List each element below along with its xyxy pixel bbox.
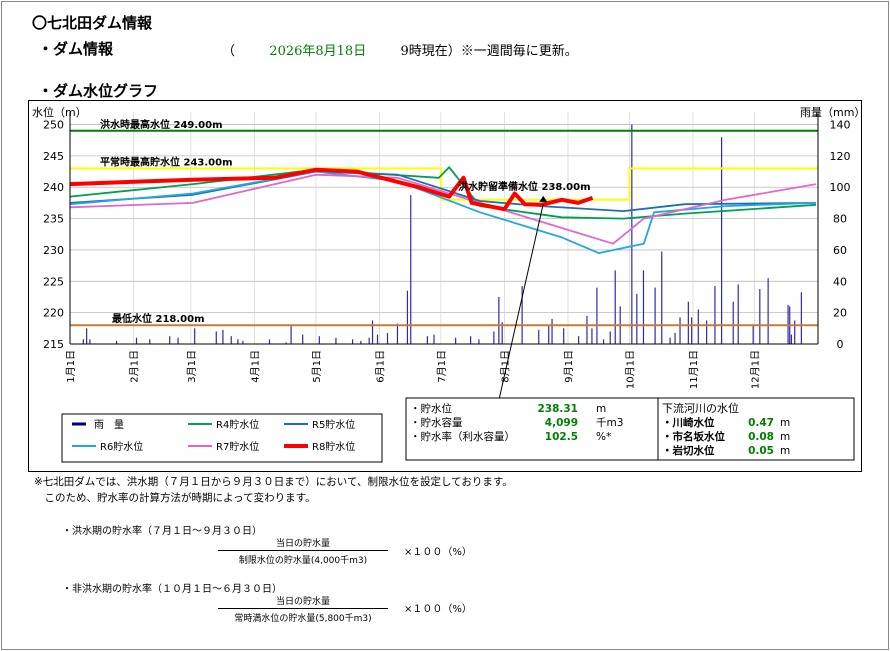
river-label: ・川崎水位 [662,416,715,429]
nonflood-fraction: 当日の貯水量 常時満水位の貯水量(5,800千m3) [218,594,388,624]
y-right-tick: 140 [830,119,851,132]
x-tick: 10月1日 [624,350,636,389]
series-line [69,167,594,212]
status-unit: 千m3 [596,417,623,429]
nonflood-denominator: 常時満水位の貯水量(5,800千m3) [218,608,388,624]
x-tick: 1月1日 [65,350,77,383]
y-right-tick: 0 [837,338,844,351]
river-unit: m [780,417,790,429]
river-unit: m [780,445,790,457]
x-tick: 3月1日 [186,350,198,383]
status-value: 238.31 [537,403,578,415]
y-right-tick: 100 [830,181,851,194]
x-tick: 5月1日 [311,350,323,383]
status-unit: m [596,403,606,415]
status-value: 102.5 [545,431,578,443]
nonflood-numerator: 当日の貯水量 [275,597,330,607]
current-marker-arrowhead [539,195,548,202]
legend-label: 雨 量 [94,419,124,431]
river-unit: m [780,431,790,443]
y-left-tick: 230 [43,244,64,257]
river-value: 0.08 [748,431,774,443]
x-tick: 11月1日 [688,350,700,389]
update-time: 9時現在） [400,44,461,59]
y-left-label: 水位（m） [32,105,87,119]
section-graph: ・ダム水位グラフ [38,82,159,100]
river-value: 0.05 [748,445,774,457]
x-tick: 6月1日 [374,350,386,383]
legend-label: R7貯水位 [216,440,259,453]
x-tick: 4月1日 [249,350,261,383]
nonflood-period-title: ・非洪水期の貯水率（１０月１日～６月３０日） [62,584,282,595]
page-title: 〇七北田ダム情報 [32,14,153,32]
status-value: 4,099 [545,417,578,429]
y-right-tick: 120 [830,150,851,163]
current-marker-line [497,203,544,405]
y-right-label: 雨量（mm） [800,106,862,119]
status-box-frame [405,397,659,461]
dam-level-chart: 250 245 240 235 230 225 220 215 140 120 100 80 60 40 2… [28,100,862,472]
update-date-line: （ 2026年8月18日 9時現在）※一週間毎に更新。 [222,40,578,59]
legend-label: R5貯水位 [312,418,355,431]
legend-label: R4貯水位 [216,418,259,431]
x-tick: 2月1日 [129,350,141,383]
y-right-tick: 40 [833,275,847,288]
ref-line-normal-max [70,167,818,201]
legend: 雨 量 R4貯水位 R5貯水位 R6貯水位 R7貯水位 R8貯水位 [61,413,383,463]
y-left-tick: 215 [43,338,64,351]
ref-line-label: 平常時最高貯水位 243.00m [100,155,233,168]
paren-open: （ [222,44,236,59]
status-unit: %* [596,431,611,443]
x-tick: 7月1日 [436,350,448,383]
nonflood-multiplier: ×１００（%） [404,604,472,615]
y-right-tick: 80 [833,213,847,226]
y-left-tick: 250 [43,119,64,132]
x-tick: 8月1日 [499,350,511,383]
river-box: 下流河川の水位 ・川崎水位 0.47 m ・市名坂水位 0.08 m ・岩切水位 0.05 m [657,397,855,461]
y-right-tick: 60 [833,244,847,257]
river-label: ・市名坂水位 [662,430,725,443]
y-left-tick: 240 [43,181,64,194]
y-left-tick: 220 [43,307,64,320]
note-line-1: ※七北田ダムでは、洪水期（７月１日から９月３０日まで）において、制限水位を設定し… [34,476,513,488]
note-line-2: このため、貯水率の計算方法が時期によって変わります。 [34,492,316,504]
legend-label: R8貯水位 [312,440,355,453]
y-left-tick: 235 [43,213,64,226]
update-note: ※一週間毎に更新。 [460,44,578,59]
notes: ※七北田ダムでは、洪水期（７月１日から９月３０日まで）において、制限水位を設定し… [34,474,513,506]
ref-line-label: 洪水時最高水位 249.00m [100,118,223,131]
flood-denominator: 制限水位の貯水量(4,000千m3) [218,550,388,566]
river-label: ・岩切水位 [662,444,715,457]
legend-box [61,413,383,463]
status-box: ・貯水位 238.31 m ・貯水容量 4,099 千m3 ・貯水率（利水容量） 102.5%… [405,397,659,461]
status-label: ・貯水位 [410,402,452,415]
section-dam-info: ・ダム情報 [38,40,114,58]
river-value: 0.47 [748,417,774,429]
flood-period-title: ・洪水期の貯水率（７月１日～９月３０日） [62,526,262,537]
y-left-tick: 225 [43,275,64,288]
flood-fraction: 当日の貯水量 制限水位の貯水量(4,000千m3) [218,536,388,566]
legend-label: R6貯水位 [100,440,143,453]
flood-numerator: 当日の貯水量 [275,539,330,549]
y-right-tick: 20 [833,307,847,320]
x-tick: 12月1日 [749,350,761,389]
update-date: 2026年8月18日 [269,44,367,59]
flood-multiplier: ×１００（%） [404,547,472,558]
river-box-title: 下流河川の水位 [662,401,739,415]
x-tick: 9月1日 [563,350,575,383]
river-box-frame [657,397,855,461]
ref-line-label: 最低水位 218.00m [112,312,205,325]
y-left-tick: 245 [43,150,64,163]
status-label: ・貯水率（利水容量） [410,430,515,443]
ref-line-label: 洪水貯留準備水位 238.00m [458,180,591,193]
status-label: ・貯水容量 [410,416,463,429]
